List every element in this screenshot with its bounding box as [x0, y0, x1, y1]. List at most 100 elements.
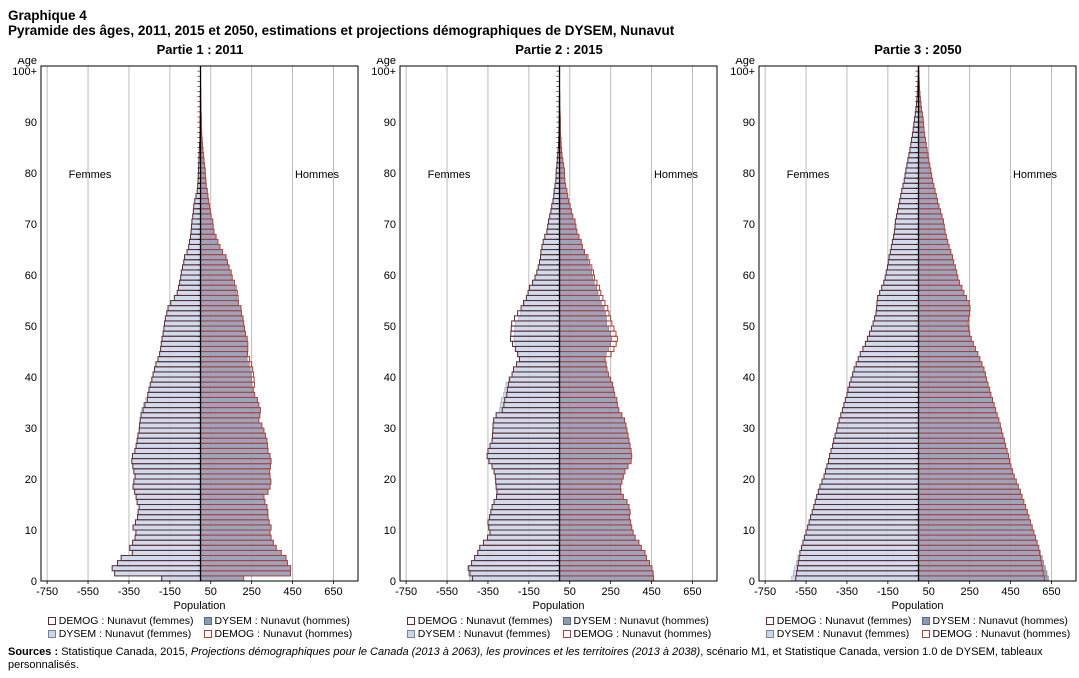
pyramid-bar — [918, 203, 940, 210]
legend-swatch-outline-icon — [921, 630, 930, 639]
pyramid-bar — [918, 382, 989, 388]
pyramid-bar — [559, 560, 650, 567]
legend-item: DEMOG : Nunavut (hommes) — [921, 628, 1070, 640]
x-tick-label: 650 — [1042, 586, 1060, 598]
pyramid-bar — [129, 545, 201, 551]
pyramid-bar — [133, 468, 201, 475]
pyramid-bar — [559, 193, 568, 200]
pyramid-bar — [529, 285, 560, 291]
pyramid-bar — [918, 188, 936, 194]
pyramid-bar — [183, 259, 201, 266]
x-axis-title: Population — [892, 600, 944, 612]
pyramid-bar — [534, 275, 560, 281]
pyramid-bar — [559, 356, 606, 363]
pyramid-bar — [918, 351, 979, 358]
pyramid-bar — [488, 458, 560, 465]
legend-swatch-outline-icon — [562, 630, 571, 639]
pyramid-bar — [559, 443, 631, 449]
pyramid-bar — [918, 254, 953, 261]
pyramid-bar — [559, 366, 608, 373]
pyramid-bar — [875, 310, 919, 317]
y-tick-label: 70 — [743, 219, 755, 231]
pyramid-bar — [904, 173, 919, 179]
pyramid-bar — [830, 448, 919, 454]
pyramid-bar — [559, 412, 623, 419]
pyramid-bar — [823, 473, 919, 480]
pyramid-bar — [849, 382, 919, 388]
pyramid-bar — [857, 356, 919, 363]
y-tick-label: 100+ — [12, 66, 37, 78]
pyramid-bar — [191, 218, 201, 225]
pyramid-bar — [819, 484, 919, 490]
pyramid-bar — [918, 402, 995, 409]
pyramid-bar — [559, 310, 606, 317]
pyramid-bar — [903, 178, 919, 184]
pyramid-bar — [918, 478, 1017, 485]
pyramid-bar — [200, 514, 269, 521]
pyramid-bar — [200, 519, 270, 526]
y-tick-label: 60 — [25, 270, 37, 282]
pyramid-bar — [503, 392, 560, 398]
pyramid-bar — [165, 315, 201, 322]
pyramid-bar — [559, 336, 612, 342]
pyramid-bar — [559, 377, 611, 383]
plot-border — [758, 65, 1077, 582]
pyramid-bar — [498, 407, 560, 414]
pyramid-bar — [892, 239, 919, 245]
pyramid-bar — [559, 484, 621, 490]
legend-swatch-fill-icon — [203, 617, 212, 626]
pyramid-bar — [559, 213, 574, 220]
pyramid-bar — [918, 545, 1040, 551]
pyramid-bar — [200, 285, 236, 291]
pyramid-bar — [164, 320, 201, 327]
pyramid-bar — [200, 478, 272, 485]
y-axis-title: Âge — [376, 58, 396, 67]
pyramid-bar — [918, 275, 959, 281]
legend-swatch-fill-icon — [406, 630, 415, 639]
x-axis: -750 -550 -350 -150 50 250 450 650 — [36, 581, 343, 598]
y-tick-label: 100+ — [371, 66, 396, 78]
pyramid-bar — [918, 152, 929, 159]
x-tick-label: -350 — [477, 586, 499, 598]
pyramid-bar — [810, 514, 919, 521]
pyramid-bar — [918, 290, 965, 296]
pyramid-bar — [896, 213, 919, 220]
pyramid-bar — [200, 305, 242, 312]
pyramid-bar — [200, 438, 268, 444]
pyramid-bar — [559, 183, 566, 189]
pyramid-bar — [918, 377, 987, 383]
pyramid-bar — [200, 218, 214, 225]
y-tick-label: 30 — [25, 423, 37, 435]
y-tick-label: 70 — [25, 219, 37, 231]
pyramid-bar — [200, 244, 221, 251]
pyramid-bar — [200, 468, 270, 475]
pyramid-bar — [200, 310, 242, 317]
pyramid-bar — [884, 275, 919, 281]
pyramid-bar — [894, 229, 919, 235]
sources-text-2: , scénario M1, et Statistique Canada, ve… — [8, 646, 1043, 672]
x-tick-label: 50 — [564, 586, 576, 598]
y-tick-label: 40 — [743, 372, 755, 384]
y-tick-label: 60 — [743, 270, 755, 282]
panel-2015: Partie 2 : 2015 -750 -550 -350 -150 50 250 450… — [367, 42, 726, 640]
pyramid-bar — [200, 535, 272, 541]
y-tick-label: 10 — [25, 525, 37, 537]
pyramid-bar — [559, 524, 632, 531]
x-tick-label: 650 — [683, 586, 701, 598]
legend-label: DYSEM : Nunavut (femmes) — [776, 628, 910, 641]
x-tick-label: 250 — [242, 586, 260, 598]
pyramid-bar — [816, 494, 919, 500]
pyramid-bar — [190, 234, 201, 240]
pyramid-bar — [898, 203, 919, 210]
pyramid-bar — [918, 341, 974, 347]
labels: Population Âge 0 10 20 30 40 50 60 70 80 90 100+ Femm… — [12, 58, 339, 612]
pyramid-bar — [918, 433, 1004, 439]
pyramid-bar — [547, 224, 560, 230]
pyramid-bar — [488, 524, 560, 531]
pyramid-bar — [136, 438, 201, 444]
pyramid-bar — [117, 560, 201, 567]
pyramid-bar — [918, 331, 970, 337]
legend-swatch-fill-icon — [921, 617, 930, 626]
pyramid-bar — [200, 239, 219, 245]
